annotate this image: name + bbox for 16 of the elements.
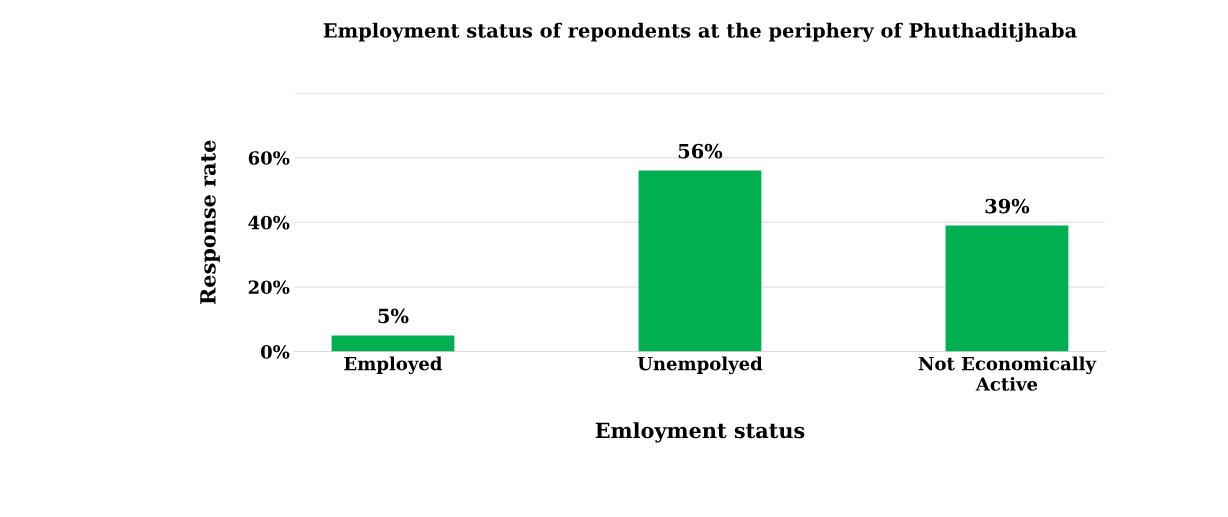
y-tick-label: 40%	[248, 215, 290, 230]
data-label: 39%	[985, 198, 1030, 214]
data-label: 56%	[678, 143, 723, 159]
x-tick-label: Not Economically Active	[918, 356, 1097, 391]
data-label: 5%	[378, 308, 409, 324]
x-tick-label: Employed	[344, 356, 443, 375]
bar	[638, 170, 762, 352]
x-axis-title: Emloyment status	[595, 422, 805, 443]
y-tick-label: 0%	[260, 345, 290, 359]
y-tick-label: 20%	[248, 280, 290, 295]
bar	[331, 335, 455, 352]
x-tick-label: Unempolyed	[637, 356, 763, 375]
chart-title: Employment status of repondents at the periphery of Phuthaditjhaba	[323, 22, 1077, 42]
y-tick-label: 60%	[248, 151, 290, 165]
y-axis-title: Response rate	[200, 140, 220, 305]
bar	[945, 225, 1069, 352]
